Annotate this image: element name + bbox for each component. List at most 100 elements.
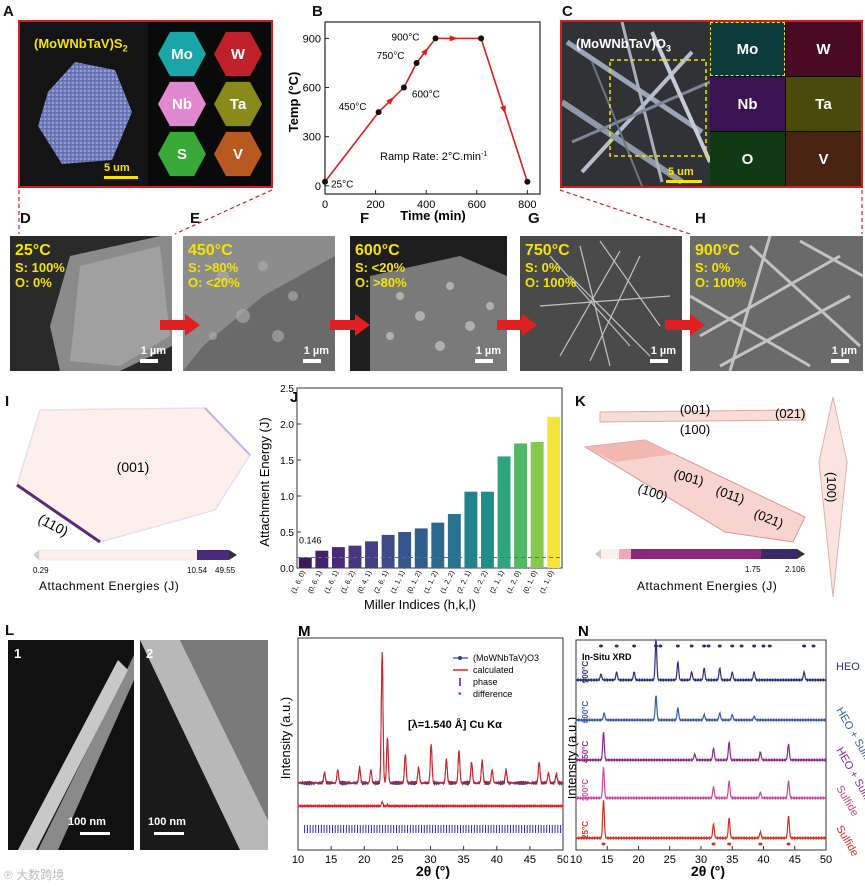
panel-n-ylabel: Intensity (a.u.) xyxy=(568,717,579,799)
panel-m-xtick-label: 25 xyxy=(391,854,403,866)
panel-m-xtick-label: 10 xyxy=(292,854,304,866)
panel-a-scale: 5 um xyxy=(104,162,130,174)
panel-k-bar-max: 2.106 xyxy=(785,565,806,574)
panel-k-morphology: (001) (021) (100) (001) (011) (100) (021… xyxy=(583,396,848,598)
panel-n-xtick-label: 40 xyxy=(757,854,769,866)
panel-n-ref-dot xyxy=(811,644,816,648)
panel-n-xtick-label: 35 xyxy=(726,854,738,866)
map-c-3: Ta xyxy=(786,77,861,131)
panel-n-chart: N Intensity (a.u.) 2θ (°) In-Situ XRD 10… xyxy=(568,623,865,879)
panel-b-xtick-label: 400 xyxy=(417,199,435,211)
panel-a-eds-sulfide: (MoWNbTaV)S2 5 um Mo W Nb Ta S V xyxy=(18,20,273,188)
panel-k-face-7: (100) xyxy=(824,472,839,502)
panel-j-ytick-label: 1.5 xyxy=(280,456,294,467)
panel-label-i: I xyxy=(5,393,10,410)
panel-a-scalebar xyxy=(104,176,138,179)
panel-l-tem-1: 1 100 nm xyxy=(8,640,134,850)
panel-j-xtick-label: (2, 1, 1) xyxy=(489,570,506,595)
panel-j-bar xyxy=(414,528,428,568)
panel-m-xlabel: 2θ (°) xyxy=(416,863,450,879)
panel-a-sem: (MoWNbTaV)S2 5 um xyxy=(20,22,148,186)
panel-label-l: L xyxy=(5,622,15,639)
panel-b-point-label: 900°C xyxy=(392,32,420,43)
panel-label-g: G xyxy=(528,210,540,227)
panel-m-xtick-label: 45 xyxy=(524,854,536,866)
panel-j-bar xyxy=(464,491,478,568)
panel-b-arrowhead xyxy=(421,47,429,56)
panel-a-maps: Mo W Nb Ta S V xyxy=(148,22,271,186)
panel-c-eds-oxide: (MoWNbTaV)O3 5 um Mo W Nb Ta O V xyxy=(560,20,863,188)
panel-j-xtick-label: (0, 6, 1) xyxy=(307,570,324,595)
panel-b-point-label: 25°C xyxy=(331,180,353,191)
svg-text:•: • xyxy=(458,689,462,700)
panel-j-xtick-label: (1, 6, 2) xyxy=(340,570,357,595)
panel-j-xtick-label: (2, 6, 1) xyxy=(373,570,390,595)
panel-j-ytick-label: 0.5 xyxy=(280,528,294,539)
svg-text:calculated: calculated xyxy=(473,665,514,675)
panel-n-ref-dot xyxy=(702,644,707,648)
panel-b-frame xyxy=(324,21,541,195)
panel-j-bar xyxy=(315,550,329,568)
panel-j-bar xyxy=(348,545,362,568)
panel-n-series-line xyxy=(575,799,826,841)
panel-l-scale2: 100 nm xyxy=(148,816,186,828)
panel-g-text: 750°C S: 0% O: 100% xyxy=(525,242,577,290)
panel-l-scalebar1 xyxy=(80,832,110,835)
panel-h-sem: 900°C S: 0% O: 100% 1 µm xyxy=(690,236,863,371)
panel-m-xtick-label: 35 xyxy=(458,854,470,866)
panel-n-temp-label: 300°C xyxy=(581,779,590,802)
connector-lines xyxy=(18,189,863,235)
panel-j-ytick-label: 2.5 xyxy=(280,384,294,395)
panel-f-scalebar xyxy=(475,359,493,363)
panel-j-xtick-label: (1, 1, 0) xyxy=(539,570,556,595)
panel-k-bar-label: Attachment Energies (J) xyxy=(637,579,777,593)
watermark: ℗ 大数跨境 xyxy=(4,868,65,882)
panel-n-ref-dot xyxy=(614,644,619,648)
panel-b-point xyxy=(524,178,531,185)
panel-m-difference xyxy=(297,799,564,809)
sequence-arrows xyxy=(160,314,705,336)
panel-n-series-line xyxy=(575,732,827,763)
panel-j-xtick-label: (1, 1, 1) xyxy=(390,570,407,595)
panel-f-sem: 600°C S: <20% O: >80% 1 µm xyxy=(350,236,507,371)
panel-d-text: 25°C S: 100% O: 0% xyxy=(15,242,65,290)
map-a-4: S xyxy=(158,130,206,178)
panel-j-bar xyxy=(514,443,528,568)
panel-n-xtick-label: 45 xyxy=(789,854,801,866)
panel-b-arrowhead xyxy=(449,35,458,42)
panel-j-bar xyxy=(497,456,511,568)
panel-b-point-label: 600°C xyxy=(412,90,440,101)
panel-f-scale: 1 µm xyxy=(475,345,501,357)
panel-k-face-1: (021) xyxy=(775,406,805,421)
panel-n-xlabel: 2θ (°) xyxy=(691,863,725,879)
panel-g-sem: 750°C S: 0% O: 100% 1 µm xyxy=(520,236,682,371)
panel-l-scale1: 100 nm xyxy=(68,816,106,828)
panel-k-face-0: (001) xyxy=(680,402,710,417)
panel-b-ytick-label: 0 xyxy=(315,181,321,193)
panel-m-legend: (MoWNbTaV)O3 calculated phase • differen… xyxy=(453,653,539,700)
panel-e-text: 450°C S: >80% O: <20% xyxy=(188,242,240,290)
panel-i-colorbar xyxy=(38,549,198,561)
panel-n-ref-dot xyxy=(632,644,637,648)
map-c-0: Mo xyxy=(710,22,785,76)
panel-e-sem: 450°C S: >80% O: <20% 1 µm xyxy=(183,236,335,371)
panel-n-ref-dot xyxy=(601,842,606,846)
map-c-2: Nb xyxy=(710,77,785,131)
panel-n-ref-dot xyxy=(786,842,791,846)
panel-m-ylabel: Intensity (a.u.) xyxy=(278,697,293,779)
panel-n-series-name: Sulfide xyxy=(833,824,860,859)
panel-m-note: [λ=1.540 Å] Cu Kα xyxy=(408,718,502,731)
panel-l-tem-2: 2 100 nm xyxy=(140,640,268,850)
panel-b-point xyxy=(400,84,407,91)
panel-n-xtick-label: 15 xyxy=(601,854,613,866)
panel-b-xtick-label: 0 xyxy=(322,199,328,211)
panel-j-xtick-label: (1, 6, 1) xyxy=(324,570,341,595)
panel-n-series-line xyxy=(575,695,826,723)
panel-g-scalebar xyxy=(650,359,668,363)
panel-c-rods xyxy=(562,22,712,186)
panel-n-xtick-label: 25 xyxy=(664,854,676,866)
panel-l-img1-label: 1 xyxy=(14,646,22,661)
panel-b-chart: Temp (°C) Time (min) 0 200 400 600 800 0 300 60… xyxy=(286,21,541,223)
panel-j-bar xyxy=(331,547,345,568)
panel-n-ref-dot xyxy=(758,842,763,846)
